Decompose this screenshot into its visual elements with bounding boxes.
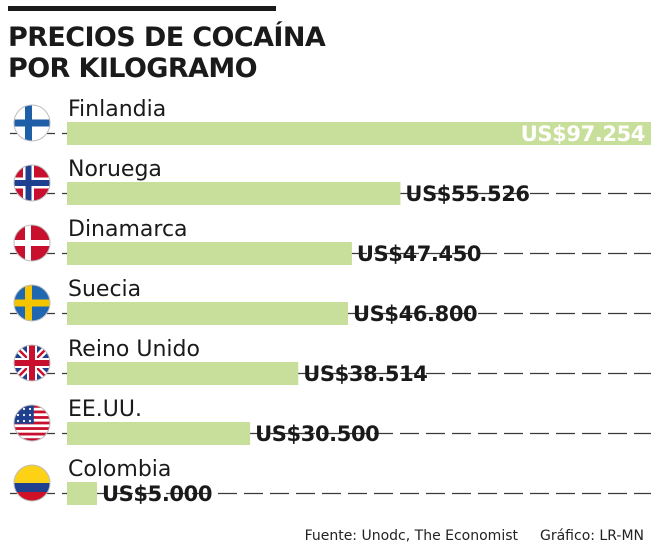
bar-ee-uu- bbox=[67, 422, 251, 445]
denmark-flag-icon bbox=[14, 225, 50, 261]
title-line-2: POR KILOGRAMO bbox=[8, 53, 258, 84]
value-label: US$46.800 bbox=[353, 302, 477, 326]
source-line: Fuente: Unodc, The Economist Gráfico: LR-… bbox=[0, 528, 644, 544]
value-label: US$5.000 bbox=[102, 482, 212, 506]
flag-outline bbox=[13, 224, 51, 262]
category-label: Colombia bbox=[68, 457, 171, 482]
bar-suecia bbox=[67, 302, 349, 325]
value-label: US$47.450 bbox=[357, 242, 481, 266]
bar-finlandia bbox=[67, 122, 651, 145]
chart-title: PRECIOS DE COCAÍNA POR KILOGRAMO bbox=[8, 22, 388, 84]
uk-flag-icon bbox=[14, 345, 50, 381]
flag-outline bbox=[13, 104, 51, 142]
category-label: Suecia bbox=[68, 277, 141, 302]
finland-flag-icon bbox=[14, 105, 50, 141]
bar-colombia bbox=[67, 482, 98, 505]
bar-dinamarca bbox=[67, 242, 352, 265]
colombia-flag-icon bbox=[14, 465, 50, 501]
graphic-credit: Gráfico: LR-MN bbox=[540, 528, 644, 544]
category-label: Dinamarca bbox=[68, 217, 188, 242]
value-label: US$30.500 bbox=[255, 422, 379, 446]
category-label: EE.UU. bbox=[68, 397, 142, 422]
bar-noruega bbox=[67, 182, 401, 205]
flag-outline bbox=[13, 164, 51, 202]
value-label: US$55.526 bbox=[405, 182, 529, 206]
value-label: US$38.514 bbox=[303, 362, 427, 386]
value-label: US$97.254 bbox=[521, 122, 645, 146]
usa-flag-icon bbox=[14, 405, 50, 441]
norway-flag-icon bbox=[14, 165, 50, 201]
bar-chart: Finlandia US$97.254 Noruega US$55.526 Dinama… bbox=[10, 97, 651, 506]
flag-outline bbox=[13, 404, 51, 442]
flag-outline bbox=[13, 464, 51, 502]
title-rule bbox=[8, 6, 276, 11]
flag-outline bbox=[13, 344, 51, 382]
category-label: Noruega bbox=[68, 157, 162, 182]
title-line-1: PRECIOS DE COCAÍNA bbox=[8, 22, 326, 53]
category-label: Finlandia bbox=[68, 97, 166, 122]
flag-outline bbox=[13, 284, 51, 322]
category-label: Reino Unido bbox=[68, 337, 200, 362]
sweden-flag-icon bbox=[14, 285, 50, 321]
bar-reino-unido bbox=[67, 362, 299, 385]
source-text: Fuente: Unodc, The Economist bbox=[304, 528, 518, 544]
